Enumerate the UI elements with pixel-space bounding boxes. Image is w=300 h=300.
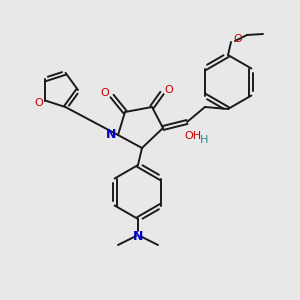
- Text: O: O: [100, 88, 109, 98]
- Text: N: N: [133, 230, 143, 244]
- Text: H: H: [200, 135, 208, 145]
- Text: N: N: [106, 128, 116, 142]
- Text: O: O: [234, 34, 242, 44]
- Text: O: O: [34, 98, 43, 108]
- Text: O: O: [165, 85, 173, 95]
- Text: OH: OH: [184, 131, 202, 141]
